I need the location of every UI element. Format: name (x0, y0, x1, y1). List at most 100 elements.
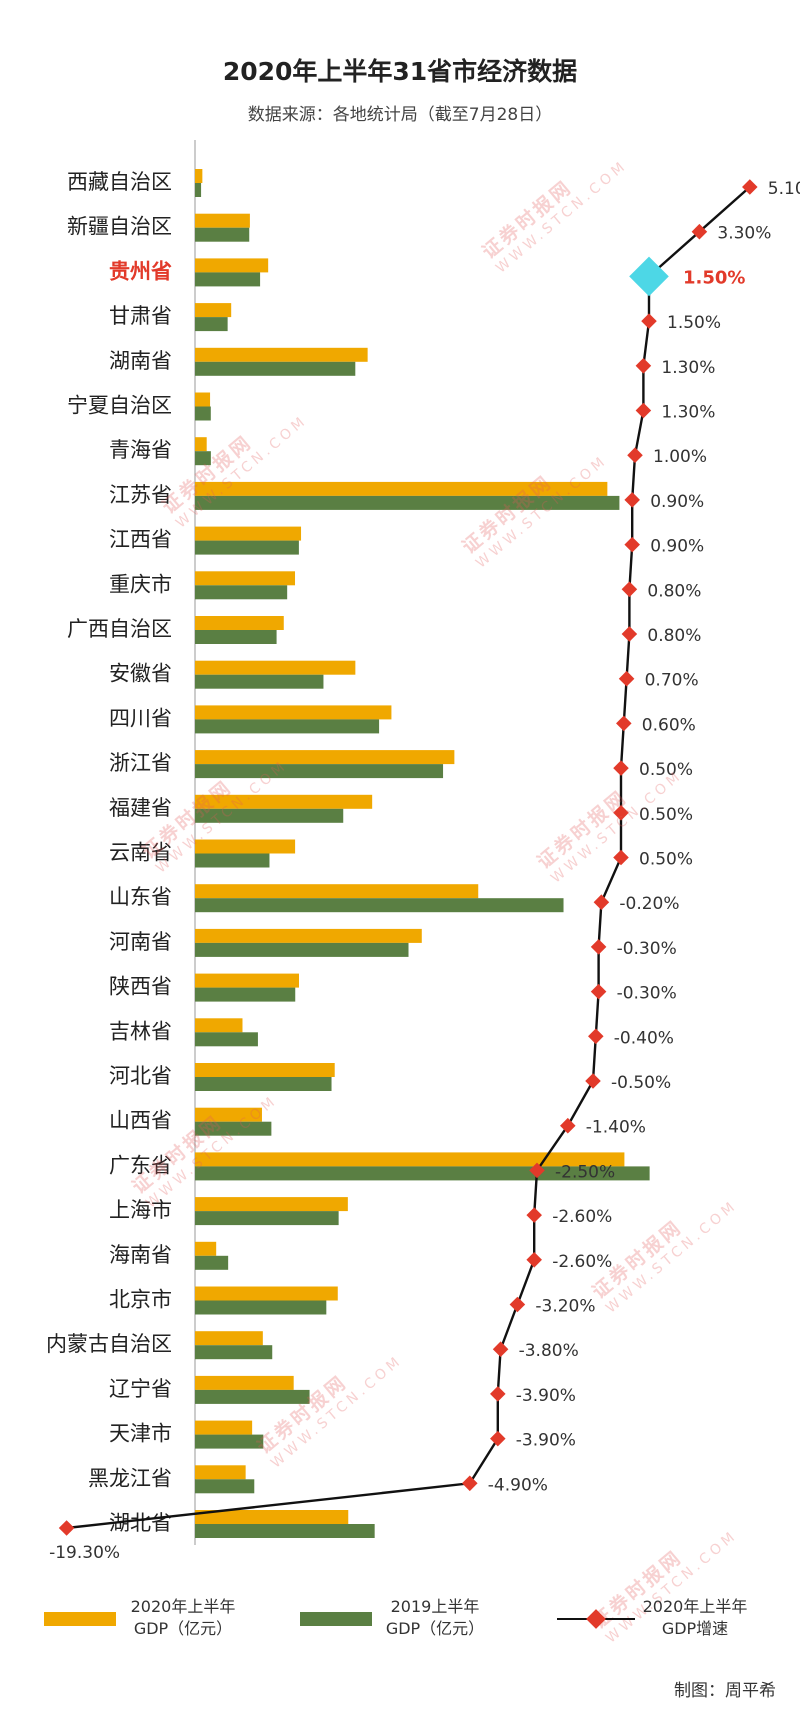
category-label: 江苏省 (109, 483, 172, 507)
bar-2020 (195, 973, 299, 988)
bar-2020 (195, 794, 373, 809)
growth-marker (613, 760, 629, 776)
credit: 制图：周平希 (674, 1681, 776, 1701)
growth-marker (621, 581, 638, 598)
growth-marker (585, 1073, 601, 1089)
growth-label: -4.90% (488, 1475, 548, 1495)
category-label: 山西省 (109, 1109, 172, 1133)
bar-2020 (195, 1331, 263, 1346)
bar-2019 (195, 1121, 272, 1136)
bar-2019 (195, 1077, 332, 1091)
bar-2020 (195, 884, 479, 899)
category-label: 广东省 (109, 1153, 172, 1177)
growth-label: -0.50% (611, 1073, 671, 1093)
growth-label: -0.20% (619, 894, 679, 914)
chart-area: 西藏自治区新疆自治区贵州省甘肃省湖南省宁夏自治区青海省江苏省江西省重庆市广西自治… (46, 140, 800, 1563)
chart-title: 2020年上半年31省市经济数据 (222, 57, 578, 86)
bar-2020 (195, 1510, 349, 1524)
growth-marker (492, 1341, 509, 1357)
category-label: 辽宁省 (109, 1377, 172, 1401)
growth-label: -3.90% (516, 1431, 576, 1451)
bar-2019 (195, 227, 250, 242)
legend-label-growth-line1: 2020年上半年 (642, 1597, 748, 1616)
bar-2020 (195, 1018, 243, 1033)
bar-2019 (195, 719, 380, 734)
category-label: 上海市 (109, 1198, 172, 1222)
bar-2020 (195, 1286, 338, 1301)
growth-label: 0.50% (639, 850, 693, 870)
bar-2019 (195, 406, 211, 421)
category-label: 安徽省 (109, 662, 172, 686)
bar-2019 (195, 674, 324, 689)
growth-marker (691, 223, 708, 240)
bar-2020 (195, 1063, 335, 1077)
growth-marker (593, 894, 610, 910)
bar-2020 (195, 437, 207, 452)
category-label: 四川省 (109, 706, 172, 730)
bar-2020 (195, 1107, 262, 1122)
bar-2019 (195, 1211, 339, 1226)
category-label: 新疆自治区 (67, 215, 172, 239)
bar-2019 (195, 317, 228, 332)
bar-2020 (195, 571, 296, 586)
category-label: 广西自治区 (67, 617, 172, 641)
category-label: 天津市 (109, 1422, 172, 1446)
growth-label: -0.30% (617, 984, 677, 1004)
category-label: 贵州省 (109, 259, 172, 283)
bar-2020 (195, 258, 269, 273)
bar-2020 (195, 213, 250, 228)
bar-2020 (195, 1152, 625, 1167)
growth-label: -0.40% (614, 1028, 674, 1048)
bar-2019 (195, 987, 296, 1002)
bar-2020 (195, 392, 211, 407)
category-label: 吉林省 (109, 1019, 172, 1043)
growth-marker (590, 983, 607, 1000)
bar-2020 (195, 928, 422, 943)
growth-marker (490, 1386, 506, 1402)
bar-2020 (195, 169, 203, 183)
bar-2019 (195, 630, 277, 644)
category-label: 重庆市 (109, 572, 172, 596)
growth-marker (526, 1252, 542, 1268)
growth-label: -2.60% (552, 1252, 612, 1272)
legend-label-growth: 2020年上半年 GDP增速 (630, 1596, 760, 1640)
bar-2019 (195, 853, 270, 868)
category-label: 湖南省 (109, 349, 172, 373)
growth-marker (526, 1207, 542, 1223)
bar-2020 (195, 839, 296, 854)
category-label: 宁夏自治区 (67, 394, 172, 418)
growth-label: -0.30% (617, 939, 677, 959)
bar-2019 (195, 361, 356, 376)
bar-2019 (195, 451, 211, 466)
category-label: 海南省 (109, 1243, 172, 1267)
bar-2019 (195, 764, 444, 779)
growth-marker (490, 1430, 506, 1447)
growth-marker (613, 849, 629, 866)
chart-subtitle: 数据来源：各地统计局（截至7月28日） (247, 105, 553, 125)
growth-label: -2.50% (555, 1162, 615, 1182)
category-label: 福建省 (109, 796, 172, 820)
growth-label: 1.50% (667, 313, 721, 333)
bar-2020 (195, 616, 284, 630)
legend-growth-symbol (557, 1609, 635, 1629)
growth-marker (590, 939, 607, 955)
bar-2019 (195, 808, 344, 823)
growth-label: -2.60% (552, 1207, 612, 1227)
growth-label: 5.10% (768, 179, 800, 199)
legend-label-2020-line1: 2020年上半年 (130, 1597, 236, 1616)
category-label: 河北省 (109, 1064, 172, 1088)
growth-label: 1.30% (661, 403, 715, 423)
category-label: 北京市 (109, 1288, 172, 1312)
category-label: 甘肃省 (109, 304, 172, 328)
growth-label: 0.80% (647, 581, 701, 601)
growth-label: -19.30% (49, 1543, 120, 1563)
growth-marker (58, 1520, 75, 1536)
bar-2019 (195, 272, 261, 287)
bar-2019 (195, 540, 299, 555)
bar-2020 (195, 303, 232, 318)
bar-2020 (195, 1420, 253, 1435)
growth-label: 3.30% (717, 224, 771, 244)
growth-marker (635, 358, 652, 374)
category-label: 河南省 (109, 930, 172, 954)
bar-2020 (195, 1241, 217, 1256)
